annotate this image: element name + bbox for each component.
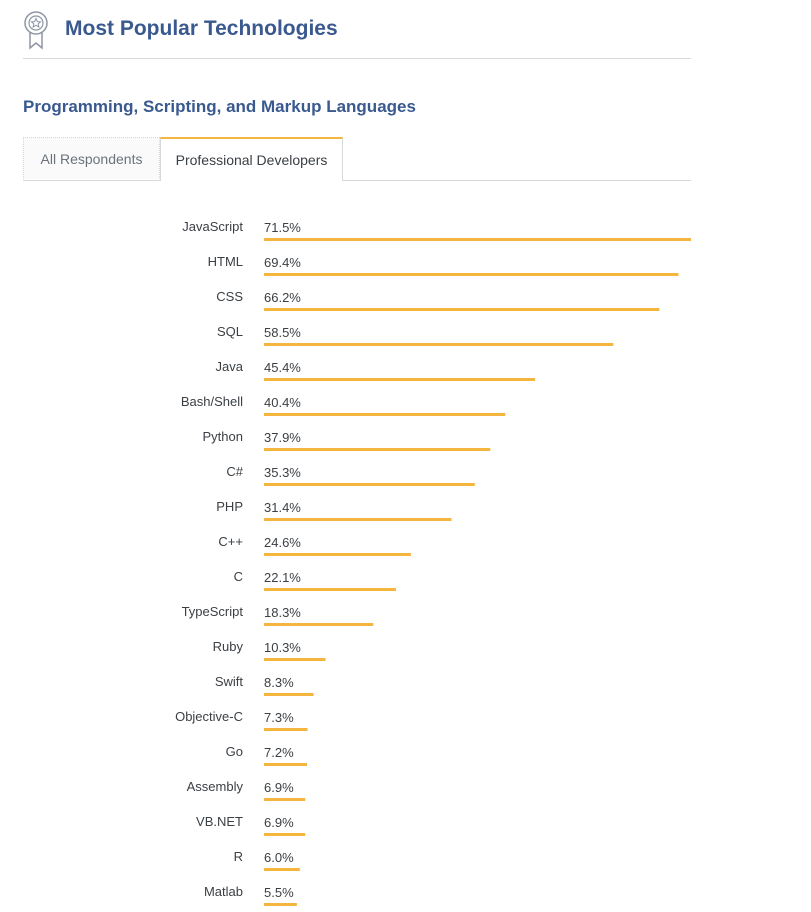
bar	[264, 343, 614, 346]
bar	[264, 413, 506, 416]
value-label: 7.3%	[264, 710, 294, 725]
bar	[264, 903, 297, 906]
bar	[264, 658, 326, 661]
tab-professional-developers[interactable]: Professional Developers	[160, 137, 343, 181]
category-label: HTML	[208, 254, 243, 269]
bar	[264, 518, 452, 521]
tab-bar: All Respondents Professional Developers	[23, 137, 691, 181]
value-label: 66.2%	[264, 290, 301, 305]
category-label: Python	[203, 429, 243, 444]
bar	[264, 728, 308, 731]
bar	[264, 623, 374, 626]
value-label: 45.4%	[264, 360, 301, 375]
page-title: Most Popular Technologies	[65, 17, 338, 40]
value-label: 18.3%	[264, 605, 301, 620]
value-label: 6.9%	[264, 815, 294, 830]
category-label: C++	[218, 534, 243, 549]
category-label: Assembly	[187, 779, 244, 794]
category-label: C	[234, 569, 243, 584]
bar	[264, 553, 411, 556]
bar	[264, 693, 314, 696]
category-label: Ruby	[213, 639, 244, 654]
section-title: Programming, Scripting, and Markup Langu…	[23, 97, 416, 116]
value-label: 69.4%	[264, 255, 301, 270]
bar	[264, 273, 679, 276]
category-label: JavaScript	[182, 219, 243, 234]
value-label: 31.4%	[264, 500, 301, 515]
category-label: SQL	[217, 324, 243, 339]
value-label: 71.5%	[264, 220, 301, 235]
category-label: C#	[226, 464, 243, 479]
value-label: 7.2%	[264, 745, 294, 760]
tab-all-respondents[interactable]: All Respondents	[23, 137, 160, 179]
bar	[264, 588, 396, 591]
value-label: 40.4%	[264, 395, 301, 410]
bar	[264, 483, 475, 486]
category-label: TypeScript	[182, 604, 244, 619]
value-label: 22.1%	[264, 570, 301, 585]
category-label: Bash/Shell	[181, 394, 243, 409]
bar	[264, 833, 306, 836]
bar-chart: JavaScript 71.5% HTML 69.4% CSS 66.2% SQL 58.5%…	[175, 219, 691, 906]
value-label: 37.9%	[264, 430, 301, 445]
bar	[264, 868, 300, 871]
value-label: 10.3%	[264, 640, 301, 655]
bar	[264, 238, 691, 241]
bar	[264, 798, 306, 801]
bar	[264, 448, 491, 451]
category-label: Matlab	[204, 884, 243, 899]
value-label: 58.5%	[264, 325, 301, 340]
value-label: 24.6%	[264, 535, 301, 550]
category-label: Swift	[215, 674, 244, 689]
value-label: 5.5%	[264, 885, 294, 900]
value-label: 35.3%	[264, 465, 301, 480]
value-label: 6.0%	[264, 850, 294, 865]
value-label: 8.3%	[264, 675, 294, 690]
category-label: Go	[226, 744, 243, 759]
bar	[264, 763, 307, 766]
bar	[264, 378, 536, 381]
page-header: Most Popular Technologies	[23, 0, 691, 59]
category-label: CSS	[216, 289, 243, 304]
category-label: Java	[216, 359, 244, 374]
category-label: Objective-C	[175, 709, 243, 724]
award-ribbon-icon	[24, 11, 48, 50]
bar	[264, 308, 660, 311]
category-label: VB.NET	[196, 814, 243, 829]
category-label: PHP	[216, 499, 243, 514]
value-label: 6.9%	[264, 780, 294, 795]
category-label: R	[234, 849, 243, 864]
